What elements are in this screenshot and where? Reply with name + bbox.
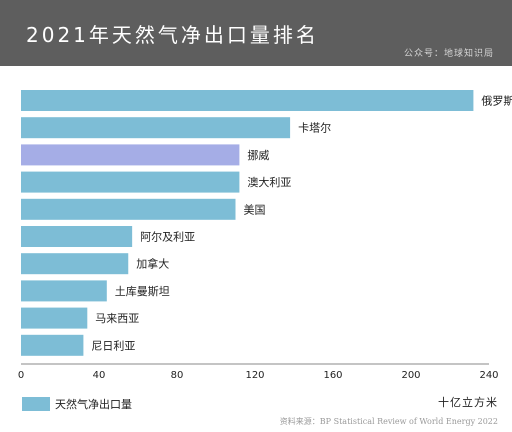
bar-9 [21, 334, 84, 356]
chart-title: 2021年天然气净出口量排名 [26, 23, 319, 47]
bar-label-4: 美国 [244, 203, 266, 216]
bar-label-2: 挪威 [247, 148, 269, 162]
bar-label-8: 马来西亚 [95, 312, 139, 325]
x-tick-label-4: 160 [323, 370, 342, 381]
bar-6 [21, 253, 129, 275]
bar-4 [21, 198, 236, 220]
header-bar: 2021年天然气净出口量排名 公众号：地球知识局 [0, 0, 512, 66]
source-tag: 公众号：地球知识局 [403, 49, 494, 59]
x-tick-label-3: 120 [245, 370, 264, 381]
bar-1 [21, 117, 291, 139]
x-tick-label-1: 40 [93, 370, 106, 381]
x-tick-label-0: 0 [18, 370, 24, 381]
bar-7 [21, 280, 107, 302]
bar-label-0: 俄罗斯 [481, 95, 512, 108]
bar-0 [21, 90, 474, 111]
bar-label-9: 尼日利亚 [91, 339, 135, 352]
bar-label-3: 澳大利亚 [247, 175, 291, 189]
bar-5 [21, 226, 133, 247]
x-tick-label-6: 240 [479, 370, 498, 381]
bar-2 [21, 144, 240, 166]
bar-3 [21, 171, 240, 193]
bar-8 [21, 307, 88, 329]
bar-label-6: 加拿大 [136, 257, 169, 271]
legend-label: 天然气净出口量 [55, 398, 132, 411]
bar-label-1: 卡塔尔 [298, 122, 331, 135]
bar-label-5: 阿尔及利亚 [140, 231, 195, 244]
legend-swatch [22, 397, 50, 411]
x-tick-label-2: 80 [171, 370, 184, 381]
x-tick-label-5: 200 [401, 370, 420, 381]
x-axis-unit-label: 十亿立方米 [438, 396, 498, 409]
data-source-note: 资料来源：BP Statistical Review of World Ener… [279, 417, 498, 426]
bar-label-7: 土库曼斯坦 [115, 284, 170, 298]
